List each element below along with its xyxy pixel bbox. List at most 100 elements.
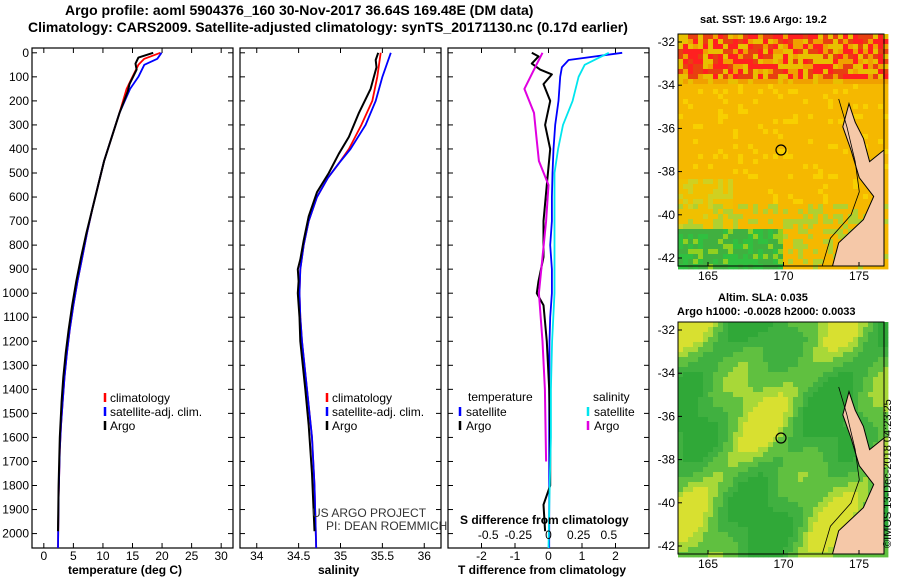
map-cell bbox=[838, 382, 844, 388]
map-cell bbox=[768, 387, 774, 393]
map-cell bbox=[808, 402, 814, 408]
map-cell bbox=[813, 79, 819, 85]
map-cell bbox=[863, 119, 869, 125]
map-cell bbox=[753, 377, 759, 383]
map-cell bbox=[828, 522, 834, 528]
map-cell bbox=[818, 214, 824, 220]
map-cell bbox=[748, 119, 754, 125]
map-cell bbox=[773, 129, 779, 135]
map-cell bbox=[803, 552, 809, 558]
map-cell bbox=[713, 129, 719, 135]
map-cell bbox=[823, 189, 829, 195]
map-cell bbox=[818, 502, 824, 508]
map-cell bbox=[753, 164, 759, 170]
map-cell bbox=[878, 412, 884, 418]
map-cell bbox=[713, 199, 719, 205]
map-cell bbox=[773, 39, 779, 45]
map-cell bbox=[728, 442, 734, 448]
map-cell bbox=[858, 54, 864, 60]
map-cell bbox=[713, 427, 719, 433]
map-cell bbox=[833, 169, 839, 175]
map-cell bbox=[688, 397, 694, 403]
map-cell bbox=[788, 442, 794, 448]
map-cell bbox=[753, 502, 759, 508]
map-cell bbox=[728, 532, 734, 538]
map-cell bbox=[853, 457, 859, 463]
map-cell bbox=[818, 367, 824, 373]
map-cell bbox=[693, 179, 699, 185]
map-cell bbox=[753, 452, 759, 458]
map-cell bbox=[758, 159, 764, 165]
map-cell bbox=[813, 457, 819, 463]
map-cell bbox=[743, 149, 749, 155]
map-cell bbox=[778, 104, 784, 110]
imos-watermark: ©IMOS 13-Dec-2018 04:23:25 bbox=[882, 399, 894, 548]
map-cell bbox=[708, 407, 714, 413]
map-cell bbox=[733, 59, 739, 65]
map-cell bbox=[783, 512, 789, 518]
map-cell bbox=[818, 139, 824, 145]
map-cell bbox=[778, 487, 784, 493]
map-cell bbox=[708, 377, 714, 383]
map-cell bbox=[858, 69, 864, 75]
map-cell bbox=[828, 327, 834, 333]
map-cell bbox=[803, 522, 809, 528]
map-cell bbox=[728, 432, 734, 438]
map-cell bbox=[723, 362, 729, 368]
map-cell bbox=[698, 422, 704, 428]
map-cell bbox=[768, 422, 774, 428]
map-cell bbox=[748, 99, 754, 105]
map-cell bbox=[723, 507, 729, 513]
map-cell bbox=[768, 114, 774, 120]
map-cell bbox=[818, 497, 824, 503]
map-cell bbox=[818, 204, 824, 210]
map-cell bbox=[818, 159, 824, 165]
map-cell bbox=[788, 259, 794, 265]
map-cell bbox=[708, 99, 714, 105]
map-cell bbox=[693, 372, 699, 378]
map-cell bbox=[818, 144, 824, 150]
map-cell bbox=[778, 249, 784, 255]
map-cell bbox=[853, 372, 859, 378]
map-cell bbox=[718, 542, 724, 548]
map-cell bbox=[773, 427, 779, 433]
map-cell bbox=[813, 249, 819, 255]
map-cell bbox=[823, 144, 829, 150]
map-cell bbox=[683, 387, 689, 393]
map-cell bbox=[688, 507, 694, 513]
map-cell bbox=[798, 254, 804, 260]
map-cell bbox=[743, 184, 749, 190]
map-cell bbox=[698, 54, 704, 60]
map-cell bbox=[703, 39, 709, 45]
map-cell bbox=[788, 392, 794, 398]
map-cell bbox=[798, 452, 804, 458]
map-cell bbox=[868, 442, 874, 448]
map-cell bbox=[723, 199, 729, 205]
map-cell bbox=[758, 74, 764, 80]
map-cell bbox=[723, 447, 729, 453]
map-cell bbox=[718, 447, 724, 453]
map-cell bbox=[678, 94, 684, 100]
map-cell bbox=[783, 79, 789, 85]
map-cell bbox=[813, 259, 819, 265]
map-cell bbox=[778, 229, 784, 235]
map-cell bbox=[773, 114, 779, 120]
map-cell bbox=[748, 447, 754, 453]
map-cell bbox=[703, 322, 709, 328]
map-cell bbox=[823, 552, 829, 558]
map-cell bbox=[883, 362, 889, 368]
map-cell bbox=[798, 34, 804, 40]
map-cell bbox=[848, 467, 854, 473]
map-cell bbox=[848, 204, 854, 210]
map-cell bbox=[703, 392, 709, 398]
map-cell bbox=[858, 477, 864, 483]
map-cell bbox=[853, 347, 859, 353]
map-cell bbox=[848, 99, 854, 105]
map-cell bbox=[693, 39, 699, 45]
map-cell bbox=[723, 367, 729, 373]
map-cell bbox=[703, 522, 709, 528]
map-cell bbox=[743, 367, 749, 373]
map-cell bbox=[793, 214, 799, 220]
map-cell bbox=[683, 154, 689, 160]
legend-label: satellite bbox=[466, 405, 507, 419]
